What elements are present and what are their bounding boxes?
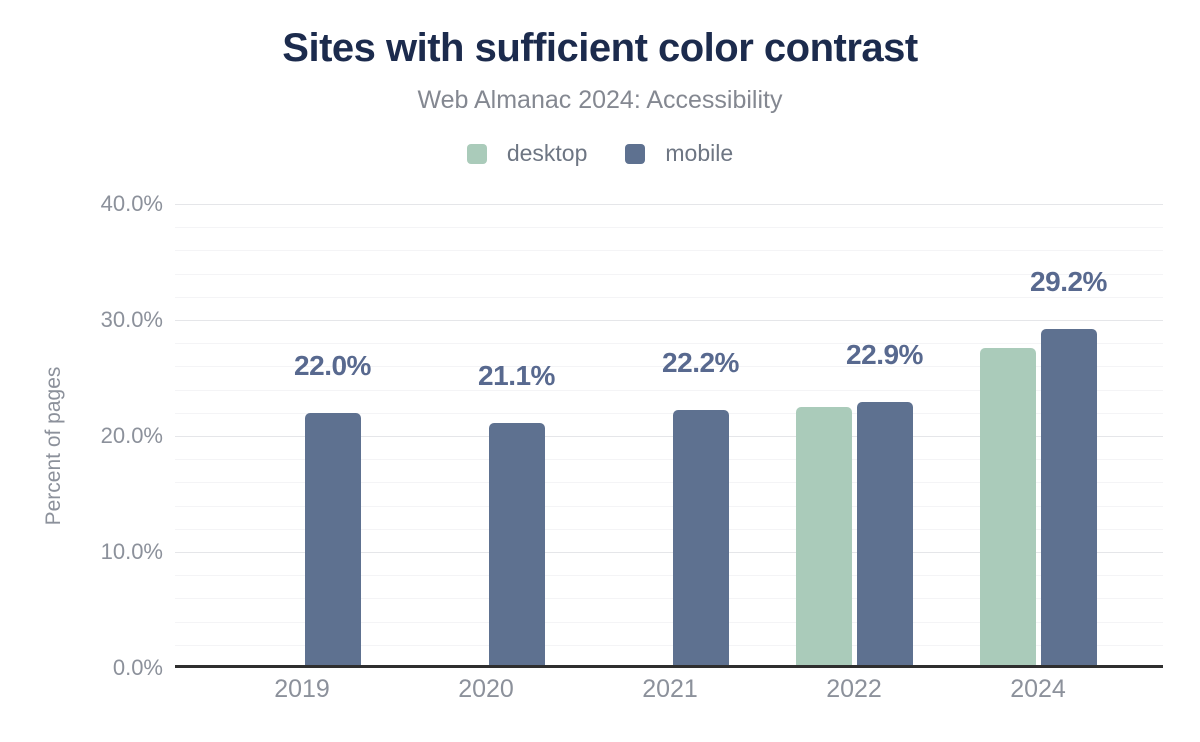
major-gridline xyxy=(175,204,1163,205)
mobile-swatch-icon xyxy=(625,143,646,164)
x-tick-label: 2020 xyxy=(458,675,514,703)
minor-gridline xyxy=(175,296,1163,298)
mobile-bar xyxy=(672,410,729,668)
major-gridline xyxy=(175,436,1163,437)
major-gridline xyxy=(175,320,1163,321)
bar-value-label: 22.0% xyxy=(294,349,371,381)
x-axis-line xyxy=(175,665,1163,668)
minor-gridline xyxy=(175,528,1163,530)
legend-item-desktop: desktop xyxy=(466,140,588,167)
x-tick-label: 2024 xyxy=(1010,675,1066,703)
bar-value-label: 29.2% xyxy=(1030,266,1107,298)
y-tick-label: 40.0% xyxy=(100,191,163,216)
mobile-bar xyxy=(304,412,361,668)
x-tick-label: 2021 xyxy=(642,675,698,703)
chart-legend: desktop mobile xyxy=(0,140,1200,167)
minor-gridline xyxy=(175,459,1163,461)
legend-item-mobile: mobile xyxy=(625,140,733,167)
x-tick-label: 2022 xyxy=(826,675,882,703)
y-tick-label: 10.0% xyxy=(100,539,163,564)
minor-gridline xyxy=(175,227,1163,229)
desktop-bar xyxy=(979,347,1036,668)
minor-gridline xyxy=(175,644,1163,646)
minor-gridline xyxy=(175,621,1163,623)
desktop-swatch-icon xyxy=(466,143,487,164)
y-tick-label: 30.0% xyxy=(100,307,163,332)
y-tick-label: 20.0% xyxy=(100,423,163,448)
minor-gridline xyxy=(175,482,1163,484)
minor-gridline xyxy=(175,505,1163,507)
chart-title: Sites with sufficient color contrast xyxy=(282,26,918,70)
minor-gridline xyxy=(175,250,1163,252)
minor-gridline xyxy=(175,343,1163,345)
legend-label-desktop: desktop xyxy=(506,140,588,166)
bar-value-label: 22.9% xyxy=(846,339,923,371)
mobile-bar xyxy=(856,402,913,668)
minor-gridline xyxy=(175,366,1163,368)
y-tick-label: 0.0% xyxy=(112,655,163,680)
minor-gridline xyxy=(175,273,1163,275)
minor-gridline xyxy=(175,389,1163,391)
major-gridline xyxy=(175,552,1163,553)
bar-value-label: 21.1% xyxy=(478,360,555,392)
chart-subtitle: Web Almanac 2024: Accessibility xyxy=(417,86,783,114)
minor-gridline xyxy=(175,598,1163,600)
desktop-bar xyxy=(795,407,852,668)
bar-value-label: 22.2% xyxy=(662,347,739,379)
minor-gridline xyxy=(175,575,1163,577)
mobile-bar xyxy=(488,423,545,668)
legend-label-mobile: mobile xyxy=(665,140,734,166)
x-tick-label: 2019 xyxy=(274,675,330,703)
mobile-bar xyxy=(1040,329,1097,668)
minor-gridline xyxy=(175,412,1163,414)
